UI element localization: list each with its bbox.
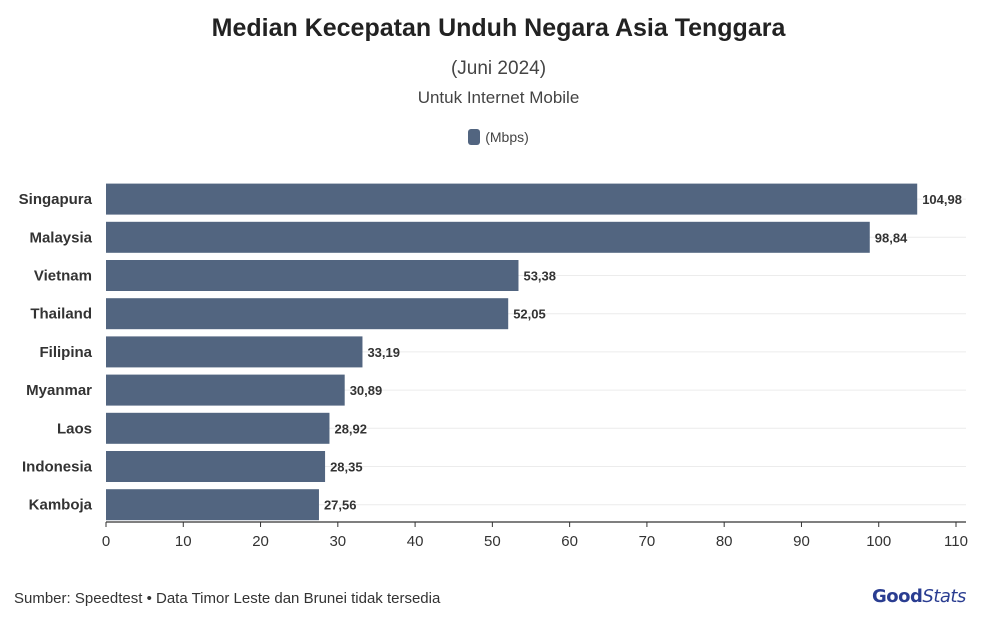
category-label: Singapura (19, 191, 93, 208)
x-tick-label: 100 (866, 533, 891, 550)
category-label: Indonesia (22, 459, 93, 476)
category-label: Filipina (40, 344, 93, 361)
value-label: 98,84 (875, 230, 908, 245)
value-label: 27,56 (324, 498, 357, 513)
bar (106, 298, 509, 330)
chart-legend: (Mbps) (0, 129, 997, 145)
x-tick-label: 50 (484, 533, 501, 550)
value-label: 28,35 (330, 460, 363, 475)
value-label: 28,92 (334, 421, 367, 436)
bar (106, 374, 345, 406)
x-tick-label: 10 (175, 533, 192, 550)
bar (106, 183, 918, 215)
x-tick-label: 0 (102, 533, 110, 550)
x-tick-label: 60 (561, 533, 578, 550)
x-tick-label: 90 (793, 533, 810, 550)
category-label: Thailand (30, 306, 92, 323)
bar (106, 489, 319, 521)
chart-subtitle: (Juni 2024) (450, 58, 547, 79)
x-tick-label: 70 (639, 533, 656, 550)
category-label: Malaysia (29, 229, 92, 246)
category-label: Vietnam (34, 268, 92, 285)
source-footer: Sumber: Speedtest • Data Timor Leste dan… (14, 590, 441, 607)
value-label: 30,89 (350, 383, 383, 398)
value-label: 33,19 (367, 345, 400, 360)
chart-title: Median Kecepatan Unduh Negara Asia Tengg… (211, 14, 786, 42)
bar (106, 412, 330, 444)
legend-label: (Mbps) (485, 129, 529, 145)
x-tick-label: 110 (944, 533, 968, 550)
x-tick-label: 40 (407, 533, 424, 550)
category-label: Laos (57, 420, 92, 437)
goodstats-logo: GoodStats (872, 586, 966, 607)
bar (106, 451, 326, 482)
bar-chart: 0 10 20 30 40 50 60 70 80 90 100 110 Singapura 104,98… (19, 183, 968, 550)
category-label: Myanmar (26, 382, 92, 399)
x-tick-label: 30 (329, 533, 346, 550)
value-label: 104,98 (922, 192, 962, 207)
chart-subtitle-secondary: Untuk Internet Mobile (417, 88, 580, 107)
value-label: 52,05 (513, 307, 546, 322)
value-label: 53,38 (523, 269, 556, 284)
bar (106, 260, 519, 291)
legend-swatch (468, 129, 481, 145)
x-tick-label: 80 (716, 533, 733, 550)
category-label: Kamboja (29, 497, 93, 514)
bar (106, 336, 363, 368)
bar (106, 221, 870, 253)
x-tick-label: 20 (252, 533, 269, 550)
